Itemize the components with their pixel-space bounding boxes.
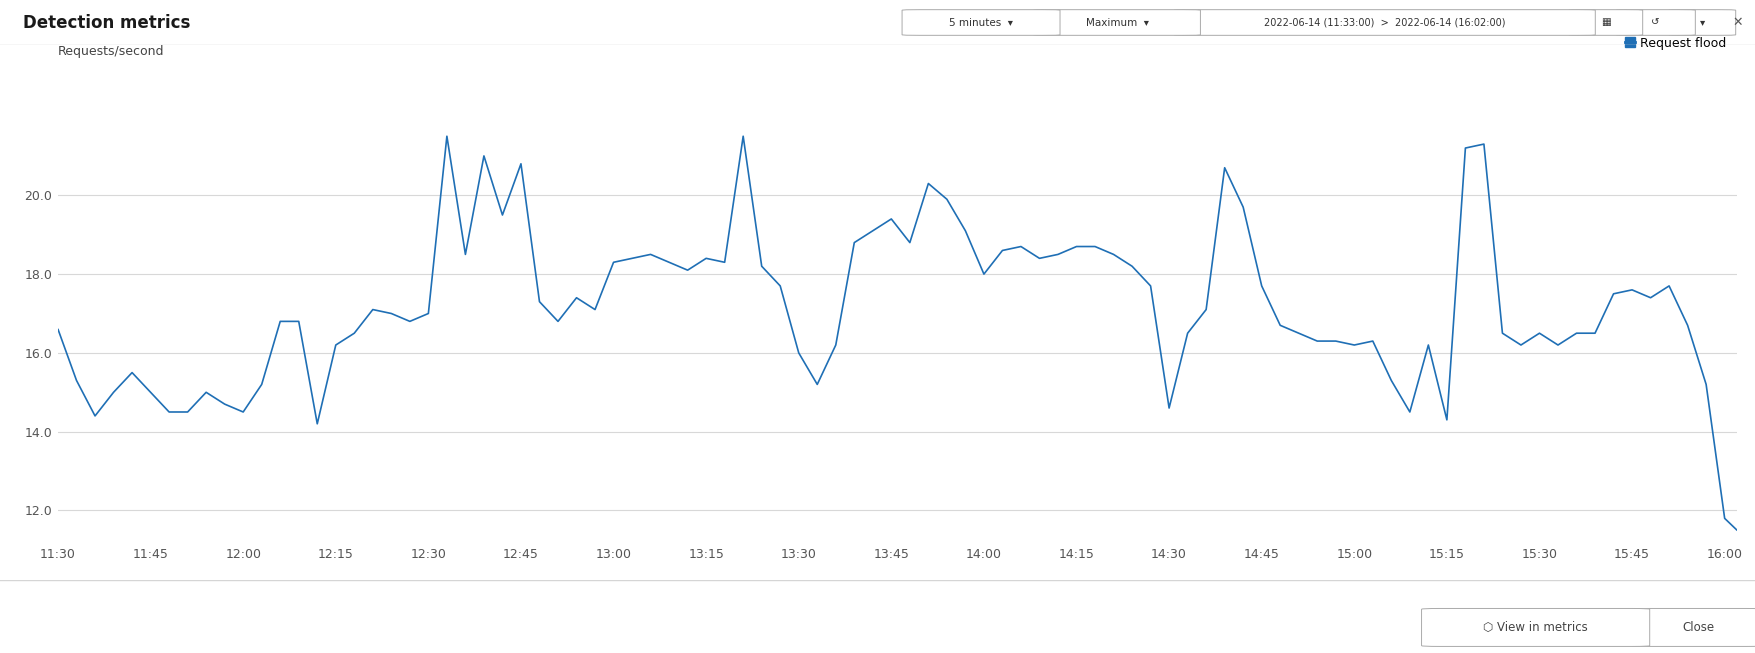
FancyBboxPatch shape [1569, 10, 1643, 35]
FancyBboxPatch shape [1632, 609, 1755, 646]
FancyBboxPatch shape [1422, 609, 1650, 646]
FancyBboxPatch shape [1669, 10, 1736, 35]
Text: ⬡ View in metrics: ⬡ View in metrics [1483, 621, 1588, 634]
Text: Detection metrics: Detection metrics [23, 14, 190, 31]
FancyBboxPatch shape [1034, 10, 1200, 35]
Text: Maximum  ▾: Maximum ▾ [1086, 18, 1148, 27]
Text: Requests/second: Requests/second [58, 44, 165, 57]
Text: 5 minutes  ▾: 5 minutes ▾ [949, 18, 1013, 27]
Text: ↺: ↺ [1651, 18, 1660, 27]
Text: Close: Close [1681, 621, 1715, 634]
Text: ▦: ▦ [1601, 18, 1611, 27]
Text: ✕: ✕ [1732, 16, 1743, 29]
Text: 2022-06-14 (11:33:00)  >  2022-06-14 (16:02:00): 2022-06-14 (11:33:00) > 2022-06-14 (16:0… [1264, 18, 1506, 27]
FancyBboxPatch shape [1616, 10, 1695, 35]
Legend: Request flood: Request flood [1620, 32, 1730, 55]
FancyBboxPatch shape [902, 10, 1060, 35]
FancyBboxPatch shape [1174, 10, 1595, 35]
Text: ▾: ▾ [1701, 18, 1704, 27]
